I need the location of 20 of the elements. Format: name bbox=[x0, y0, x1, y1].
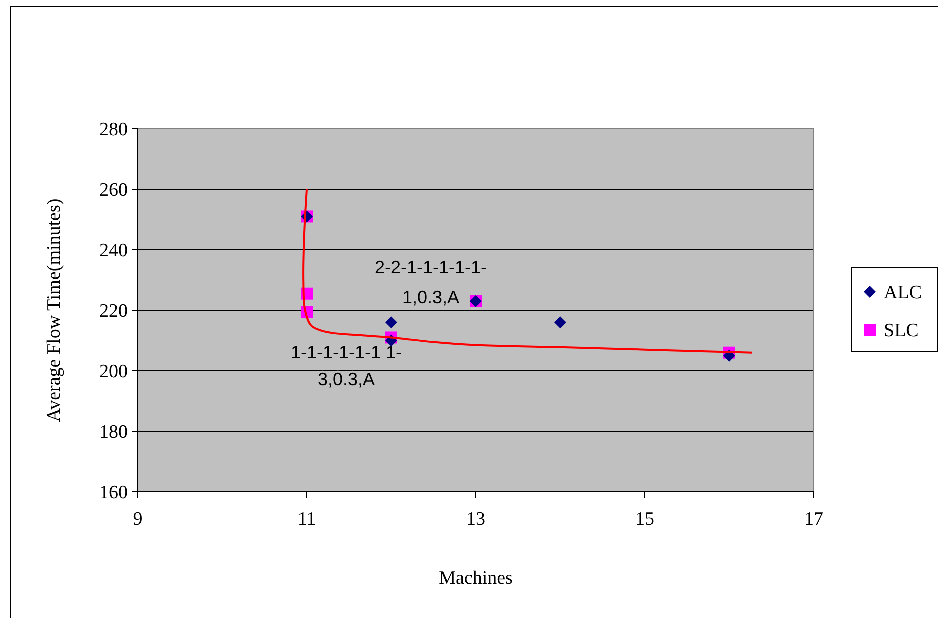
legend-label: ALC bbox=[884, 282, 922, 304]
x-axis-title: Machines bbox=[439, 568, 513, 589]
x-tick-label: 17 bbox=[804, 509, 824, 530]
y-tick-label: 200 bbox=[100, 362, 128, 383]
y-tick-label: 280 bbox=[100, 120, 128, 141]
y-tick-label: 240 bbox=[100, 240, 128, 262]
x-tick-label: 15 bbox=[636, 509, 654, 530]
y-tick-label: 160 bbox=[100, 482, 128, 504]
y-tick-label: 180 bbox=[100, 422, 128, 444]
point bbox=[386, 316, 398, 329]
point bbox=[554, 316, 566, 329]
x-tick-label: 11 bbox=[298, 509, 316, 530]
y-tick-label: 260 bbox=[100, 180, 128, 202]
y-tick-label: 220 bbox=[100, 301, 128, 322]
x-tick-label: 9 bbox=[133, 509, 143, 530]
x-tick-label: 13 bbox=[466, 509, 486, 530]
legend-label: SLC bbox=[884, 320, 919, 342]
annotation: 1-1-1-1-1-1 1- 3,0.3,A bbox=[290, 342, 402, 390]
y-axis-title: Average Flow Time(minutes) bbox=[44, 198, 65, 422]
annotation: 2-2-1-1-1-1-1- 1,0.3,A bbox=[374, 257, 488, 308]
